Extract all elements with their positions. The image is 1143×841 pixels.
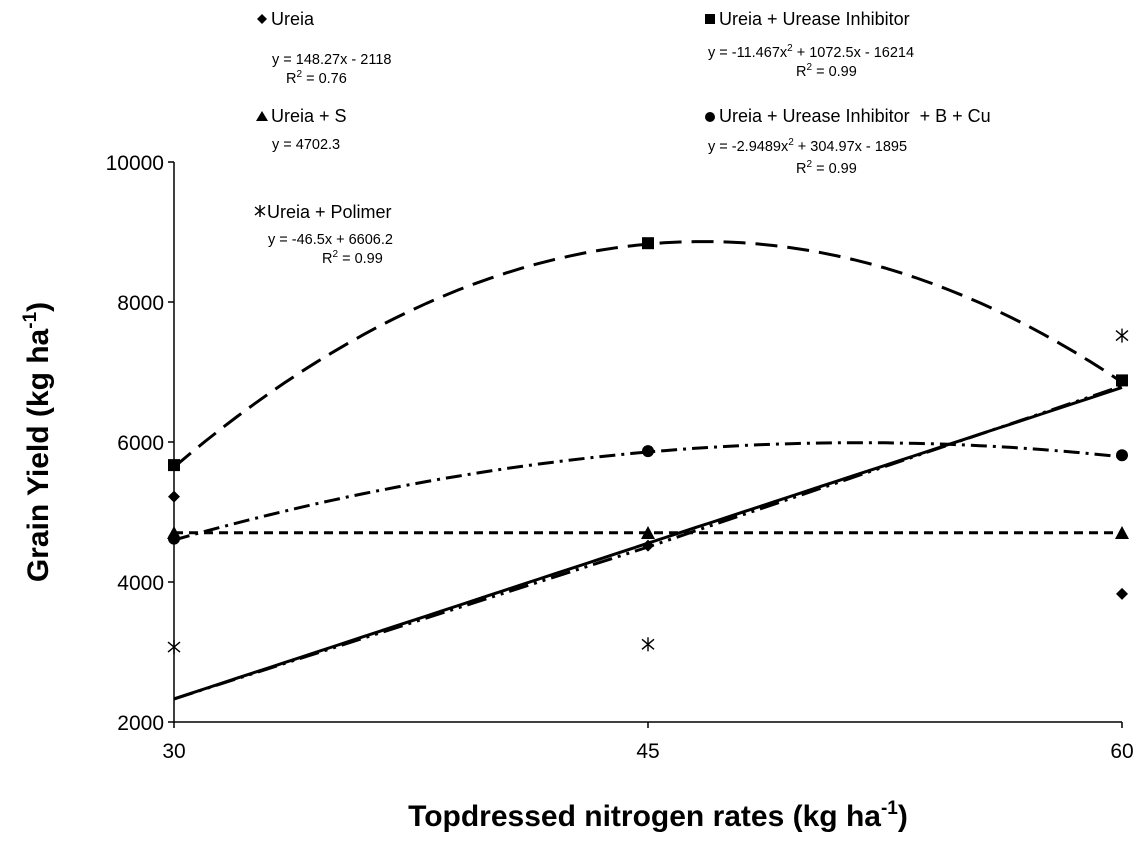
marker-group (167, 237, 1129, 655)
legend-label: Ureia + Urease Inhibitor + B + Cu (719, 106, 991, 126)
data-point-star (1115, 328, 1129, 343)
data-point-star (641, 637, 655, 652)
data-point-square (1116, 374, 1128, 387)
x-tick-group: 30 45 60 (162, 722, 1134, 763)
legend-label: Ureia + Polimer (267, 202, 392, 222)
r-squared: R2 = 0.99 (796, 62, 857, 80)
data-point-diamond (642, 539, 654, 552)
trendline-circle (173, 441, 1123, 542)
equation: y = 4702.3 (272, 137, 340, 153)
data-point-circle (642, 445, 654, 458)
y-tick-group: 2000 4000 6000 8000 10000 (106, 152, 174, 735)
data-point-circle (168, 532, 180, 545)
legend-entry-ureia-urease-inhibitor: Ureia + Urease Inhibitor y = -11.467x2 +… (705, 9, 914, 80)
data-point-square (642, 237, 654, 250)
data-point-diamond (1116, 587, 1128, 600)
square-icon (705, 14, 715, 24)
y-axis-title: Grain Yield (kg ha-1) (20, 302, 55, 582)
data-point-triangle (1115, 526, 1129, 539)
x-axis-title: Topdressed nitrogen rates (kg ha-1) (408, 798, 908, 833)
equation: y = -2.9489x2 + 304.97x - 1895 (708, 137, 907, 155)
circle-icon (705, 112, 715, 122)
legend-entry-ureia-polimer: Ureia + Polimer y = -46.5x + 6606.2 R2 =… (254, 202, 393, 267)
legend-label: Ureia + Urease Inhibitor (719, 9, 910, 29)
equation: y = -11.467x2 + 1072.5x - 16214 (708, 43, 914, 61)
data-point-square (168, 459, 180, 472)
legend-entry-ureia-s: Ureia + S y = 4702.3 (256, 106, 347, 153)
r-squared: R2 = 0.99 (322, 249, 383, 267)
data-point-circle (1116, 449, 1128, 462)
x-tick-label: 45 (636, 740, 659, 763)
data-point-diamond (168, 490, 180, 503)
trendline-group (173, 240, 1123, 701)
legend: Ureia y = 148.27x - 2118 R2 = 0.76 Ureia… (254, 9, 991, 267)
legend-label: Ureia + S (271, 106, 347, 126)
r-squared: R2 = 0.76 (286, 69, 347, 87)
y-tick-label: 6000 (117, 432, 164, 455)
x-tick-label: 30 (162, 740, 185, 763)
diamond-icon (257, 14, 267, 24)
r-squared: R2 = 0.99 (796, 159, 857, 177)
triangle-icon (256, 111, 268, 121)
y-tick-label: 4000 (117, 572, 164, 595)
data-point-star (167, 640, 181, 655)
y-tick-label: 2000 (117, 712, 164, 735)
y-tick-label: 10000 (106, 152, 164, 175)
legend-label: Ureia (271, 9, 315, 29)
legend-entry-ureia: Ureia y = 148.27x - 2118 R2 = 0.76 (257, 9, 391, 87)
asterisk-icon (254, 205, 266, 217)
legend-entry-ureia-urease-inhibitor-b-cu: Ureia + Urease Inhibitor + B + Cu y = -2… (705, 106, 991, 177)
y-tick-label: 8000 (117, 292, 164, 315)
equation: y = 148.27x - 2118 (272, 52, 391, 68)
data-point-triangle (641, 526, 655, 539)
equation: y = -46.5x + 6606.2 (268, 232, 393, 248)
x-tick-label: 60 (1110, 740, 1133, 763)
